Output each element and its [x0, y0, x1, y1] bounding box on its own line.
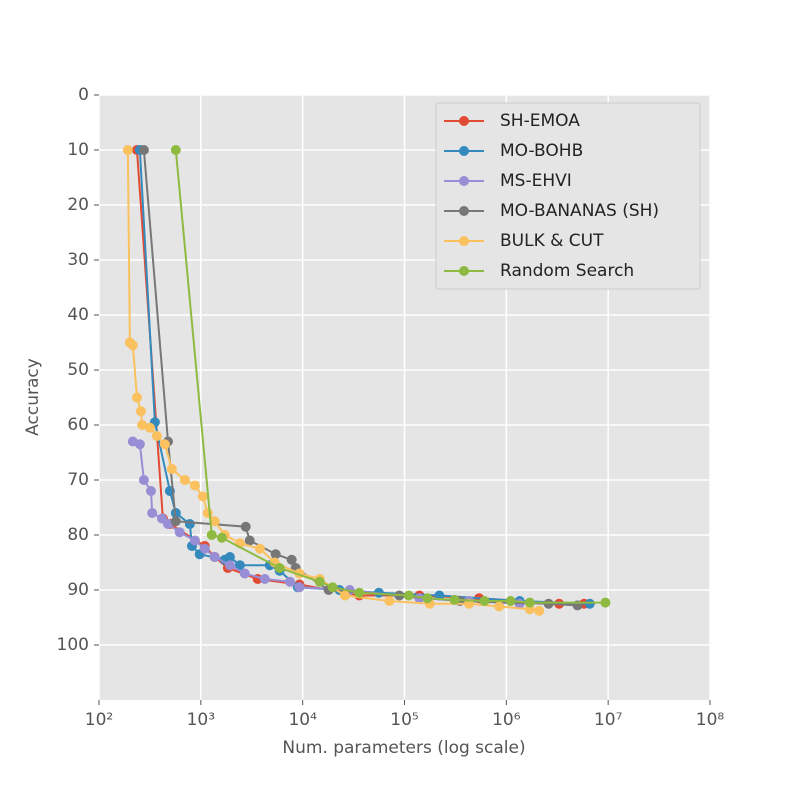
legend-label: SH-EMOA	[500, 111, 580, 131]
legend-marker	[459, 236, 469, 246]
y-axis-label: Accuracy	[23, 358, 43, 436]
legend-marker	[459, 266, 469, 276]
data-point	[202, 508, 213, 518]
legend-label: MS-EHVI	[500, 171, 572, 191]
legend-box	[435, 102, 701, 290]
data-point	[479, 596, 490, 606]
data-point	[524, 597, 535, 608]
y-tick-label: 90	[67, 580, 89, 600]
y-tick-label: 70	[67, 470, 89, 490]
data-point	[354, 587, 365, 598]
data-point	[209, 552, 220, 562]
x-tick-label: 10⁷	[594, 710, 623, 730]
data-point	[184, 519, 195, 529]
data-point	[327, 582, 338, 593]
data-point	[422, 593, 433, 604]
data-point	[270, 549, 281, 560]
data-point	[138, 145, 149, 155]
data-point	[197, 491, 208, 502]
data-point	[138, 475, 149, 485]
x-tick-label: 10³	[187, 710, 215, 730]
data-point	[135, 406, 146, 417]
data-point	[170, 516, 181, 527]
data-point	[170, 145, 181, 155]
data-point	[147, 508, 158, 518]
data-point	[274, 563, 285, 573]
y-tick-label: 80	[67, 525, 89, 545]
legend-label: MO-BOHB	[500, 141, 583, 161]
x-tick-label: 10²	[85, 710, 113, 730]
data-point	[239, 568, 250, 579]
data-point	[122, 145, 133, 155]
data-point	[403, 590, 414, 601]
data-point	[505, 596, 516, 606]
data-point	[244, 535, 255, 546]
data-point	[145, 486, 156, 496]
data-point	[254, 543, 265, 554]
data-point	[449, 594, 460, 605]
data-point	[151, 431, 162, 441]
y-tick-label: 50	[67, 360, 89, 380]
data-point	[259, 574, 270, 584]
data-point	[224, 560, 235, 571]
data-point	[137, 420, 148, 430]
data-point	[339, 590, 350, 601]
data-point	[166, 464, 177, 474]
legend-marker	[459, 176, 469, 186]
data-point	[384, 596, 395, 606]
data-point	[144, 422, 155, 433]
y-tick-label: 20	[67, 195, 89, 215]
data-point	[284, 576, 295, 587]
data-point	[584, 598, 595, 609]
y-tick-label: 100	[57, 635, 89, 655]
legend-marker	[459, 206, 469, 216]
data-point	[314, 576, 325, 587]
legend-label: BULK & CUT	[500, 231, 604, 251]
y-tick-label: 10	[67, 140, 89, 160]
x-tick-label: 10⁸	[696, 710, 725, 730]
data-point	[216, 532, 227, 543]
data-point	[286, 554, 297, 565]
data-point	[189, 535, 200, 546]
x-tick-label: 10⁵	[390, 710, 418, 730]
data-point	[494, 601, 505, 612]
x-axis-label: Num. parameters (log scale)	[282, 738, 525, 758]
legend-label: MO-BANANAS (SH)	[500, 201, 659, 221]
data-point	[224, 552, 235, 562]
data-point	[189, 480, 200, 491]
data-point	[134, 439, 145, 450]
legend-marker	[459, 146, 469, 156]
x-tick-label: 10⁶	[492, 710, 521, 730]
legend-marker	[459, 116, 469, 126]
x-tick-label: 10⁴	[288, 710, 317, 730]
data-point	[179, 475, 190, 485]
data-point	[240, 521, 251, 532]
y-tick-label: 40	[67, 305, 89, 325]
data-point	[294, 582, 305, 593]
data-point	[600, 597, 611, 608]
data-point	[174, 527, 185, 538]
data-point	[199, 543, 210, 554]
data-point	[543, 598, 554, 609]
data-point	[234, 560, 245, 571]
data-point	[209, 516, 220, 527]
data-point	[159, 439, 170, 450]
legend-label: Random Search	[500, 261, 634, 281]
y-tick-label: 30	[67, 250, 89, 270]
y-tick-label: 60	[67, 415, 89, 435]
data-point	[534, 605, 545, 616]
data-point	[206, 530, 217, 540]
data-point	[163, 519, 174, 529]
data-point	[131, 392, 142, 403]
data-point	[127, 340, 138, 351]
series-line	[126, 149, 540, 612]
y-tick-label: 0	[78, 85, 89, 105]
legend: SH-EMOA MO-BOHB MS-EHVI MO-BANANAS (SH) BULK…	[435, 102, 701, 290]
